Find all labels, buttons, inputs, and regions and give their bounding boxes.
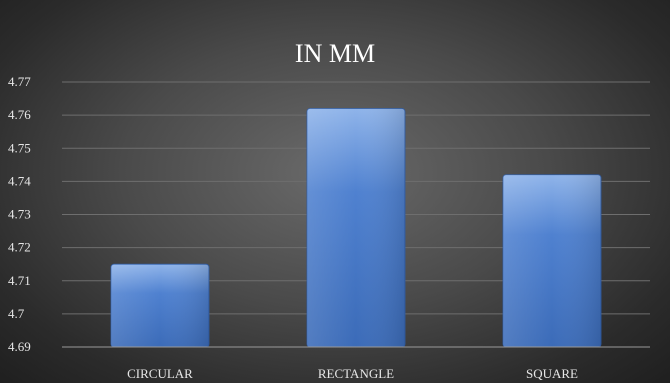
y-tick-label: 4.69 (8, 339, 31, 354)
bars (110, 108, 602, 348)
y-axis-tick-labels: 4.69 4.7 4.71 4.72 4.73 4.74 4.75 4.76 4.77 (8, 74, 31, 354)
x-category-label: SQUARE (526, 366, 578, 381)
y-tick-label: 4.72 (8, 240, 31, 255)
bar-rectangle (306, 108, 406, 348)
bar-highlight (307, 108, 405, 347)
y-tick-label: 4.7 (8, 306, 25, 321)
y-tick-label: 4.77 (8, 74, 31, 89)
y-tick-label: 4.75 (8, 140, 31, 155)
y-tick-label: 4.71 (8, 273, 31, 288)
chart-title: IN MM (295, 39, 375, 68)
bar-square (502, 174, 602, 348)
x-category-label: CIRCULAR (127, 366, 193, 381)
bar-circular (110, 263, 210, 348)
x-category-label: RECTANGLE (318, 366, 394, 381)
bar-highlight (111, 264, 209, 347)
x-axis-category-labels: CIRCULAR RECTANGLE SQUARE (127, 366, 578, 381)
bar-highlight (503, 174, 601, 347)
y-tick-label: 4.76 (8, 107, 31, 122)
y-tick-label: 4.74 (8, 173, 31, 188)
y-tick-label: 4.73 (8, 207, 31, 222)
